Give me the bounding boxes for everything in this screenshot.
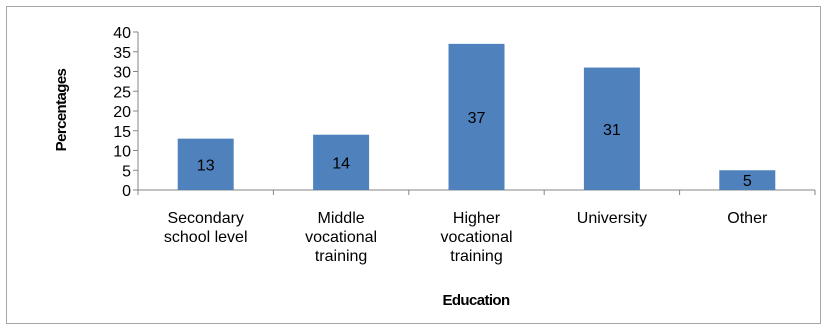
category-label: Higher vocational training: [440, 210, 512, 265]
bar: [719, 170, 776, 190]
x-axis: [137, 189, 816, 195]
y-axis: 0 5 10 15 20 25 30 35 40: [113, 25, 139, 200]
chart-frame: [6, 6, 821, 324]
category-label: Other: [727, 210, 768, 227]
bar-data-label: 37: [468, 110, 486, 127]
category-label-line: Higher: [453, 210, 501, 227]
bar-data-label: 31: [603, 122, 621, 139]
bars: 13 14 37 31 5: [177, 43, 776, 190]
y-tick-label: 40: [113, 25, 131, 42]
y-tick-label: 0: [122, 183, 131, 200]
category-label: Middle vocational training: [305, 210, 377, 265]
category-label-line: Secondary: [167, 210, 244, 227]
category-label-line: training: [315, 248, 367, 265]
bar-data-label: 14: [332, 155, 350, 172]
y-tick-label: 15: [113, 124, 131, 141]
bar: [448, 43, 505, 190]
category-label: Secondary school level: [164, 210, 248, 246]
category-label-line: training: [450, 248, 502, 265]
bar: [313, 134, 370, 190]
bar: [583, 67, 640, 190]
bar-data-label: 5: [743, 173, 752, 190]
category-label: University: [577, 210, 647, 227]
y-tick-label: 25: [113, 84, 131, 101]
y-tick-label: 35: [113, 45, 131, 62]
y-tick-label: 10: [113, 144, 131, 161]
category-label-line: vocational: [440, 229, 512, 246]
x-axis-title: Education: [442, 292, 510, 309]
category-label-line: Middle: [318, 210, 365, 227]
category-label-line: school level: [164, 229, 248, 246]
bar: [177, 138, 234, 190]
y-tick-label: 20: [113, 104, 131, 121]
category-label-line: vocational: [305, 229, 377, 246]
y-axis-title: Percentages: [53, 68, 70, 151]
category-labels: Secondary school level Middle vocational tra…: [164, 210, 768, 265]
y-tick-label: 5: [122, 163, 131, 180]
category-label-line: University: [577, 210, 647, 227]
y-tick-label: 30: [113, 65, 131, 82]
bar-data-label: 13: [197, 157, 215, 174]
category-label-line: Other: [727, 210, 768, 227]
